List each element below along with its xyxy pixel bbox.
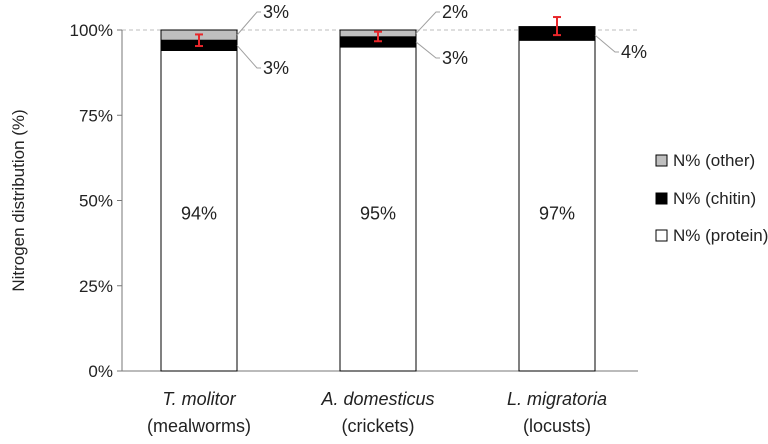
legend-swatch [655, 192, 668, 205]
legend-label: N% (chitin) [673, 189, 756, 208]
y-tick-label: 0% [88, 362, 113, 381]
y-tick-label: 100% [70, 21, 113, 40]
y-axis-title: Nitrogen distribution (%) [9, 109, 28, 291]
category-label-common: (crickets) [342, 416, 415, 436]
callout-leader-chitin [415, 41, 440, 59]
category-label-species: T. molitor [162, 389, 236, 409]
y-tick-label: 50% [79, 192, 113, 211]
callout-leader-chitin [236, 45, 261, 69]
callout-label-chitin: 4% [621, 42, 647, 62]
protein-value-label: 97% [539, 204, 575, 224]
callout-label-chitin: 3% [263, 58, 289, 78]
legend-swatch [655, 229, 668, 242]
protein-value-label: 94% [181, 204, 217, 224]
callout-leader-chitin [594, 34, 619, 53]
callout-label-other: 2% [442, 2, 468, 22]
callout-leader-other [415, 11, 440, 34]
bar-segment-protein [518, 39, 596, 372]
category-label-common: (locusts) [523, 416, 591, 436]
callout-label-chitin: 3% [442, 48, 468, 68]
protein-value-label: 95% [360, 204, 396, 224]
legend-label: N% (other) [673, 151, 755, 170]
legend-swatch [655, 154, 668, 167]
category-label-common: (mealworms) [147, 416, 251, 436]
bar-segment-protein [339, 46, 417, 372]
bar-segment-protein [160, 49, 238, 372]
callout-leader-other [236, 11, 261, 36]
y-tick-label: 25% [79, 277, 113, 296]
category-label-species: A. domesticus [320, 389, 434, 409]
y-tick-label: 75% [79, 106, 113, 125]
category-label-species: L. migratoria [507, 389, 607, 409]
legend-label: N% (protein) [673, 226, 768, 245]
callout-label-other: 3% [263, 2, 289, 22]
